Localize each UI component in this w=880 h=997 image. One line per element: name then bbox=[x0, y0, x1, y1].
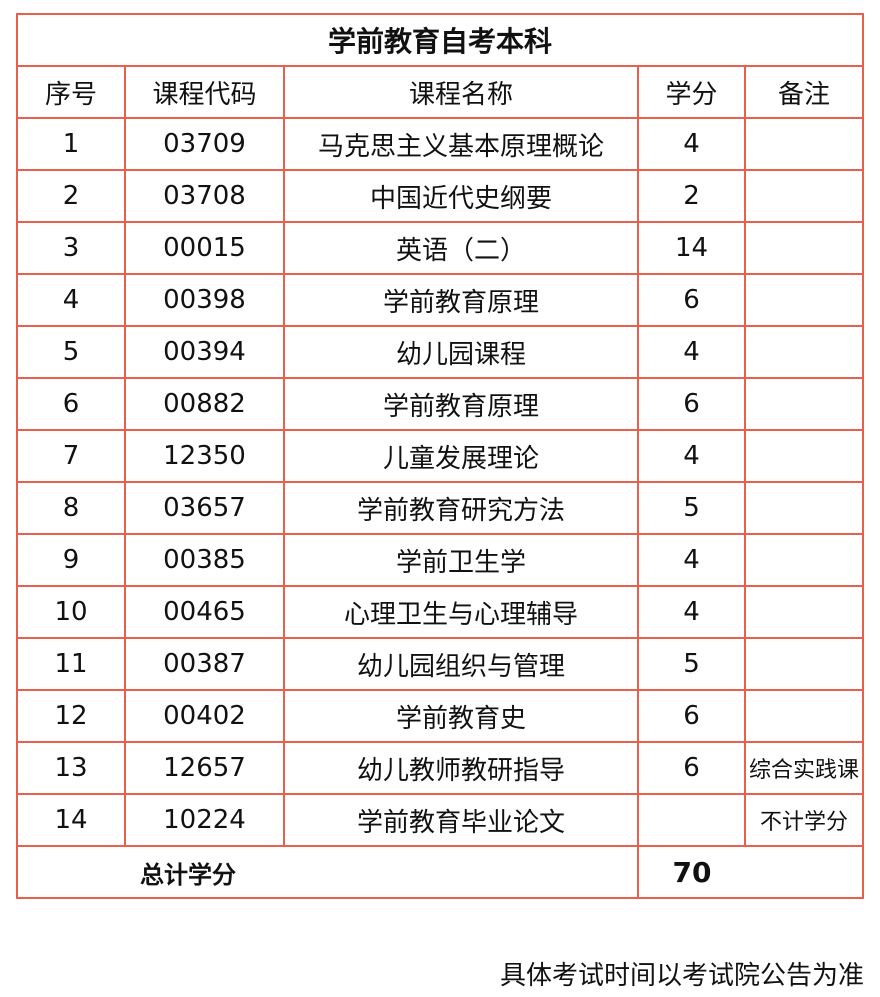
table-row: 9 00385 学前卫生学 4 bbox=[16, 533, 864, 587]
credits: 2 bbox=[637, 169, 746, 223]
table-row: 4 00398 学前教育原理 6 bbox=[16, 273, 864, 327]
row-number: 6 bbox=[16, 377, 126, 431]
course-name: 学前教育史 bbox=[283, 689, 639, 743]
course-name: 幼儿园课程 bbox=[283, 325, 639, 379]
remark bbox=[744, 429, 864, 483]
course-code: 03709 bbox=[124, 117, 285, 171]
course-name: 学前教育研究方法 bbox=[283, 481, 639, 535]
remark bbox=[744, 377, 864, 431]
column-header: 学分 bbox=[637, 65, 746, 119]
course-code: 00882 bbox=[124, 377, 285, 431]
remark bbox=[744, 689, 864, 743]
row-number: 14 bbox=[16, 793, 126, 847]
credits: 5 bbox=[637, 481, 746, 535]
row-number: 3 bbox=[16, 221, 126, 275]
row-number: 4 bbox=[16, 273, 126, 327]
course-code: 03657 bbox=[124, 481, 285, 535]
column-header: 备注 bbox=[744, 65, 864, 119]
course-code: 12657 bbox=[124, 741, 285, 795]
course-table: 学前教育自考本科 序号 课程代码 课程名称 学分 备注 1 03709 马克思主义基本原理概… bbox=[16, 13, 864, 899]
credits: 4 bbox=[637, 325, 746, 379]
header-row: 序号 课程代码 课程名称 学分 备注 bbox=[16, 65, 864, 119]
column-header: 课程代码 bbox=[124, 65, 285, 119]
row-number: 7 bbox=[16, 429, 126, 483]
course-name: 儿童发展理论 bbox=[283, 429, 639, 483]
table-row: 7 12350 儿童发展理论 4 bbox=[16, 429, 864, 483]
credits bbox=[637, 793, 746, 847]
row-number: 8 bbox=[16, 481, 126, 535]
credits: 4 bbox=[637, 585, 746, 639]
course-name: 心理卫生与心理辅导 bbox=[283, 585, 639, 639]
course-name: 中国近代史纲要 bbox=[283, 169, 639, 223]
remark bbox=[744, 273, 864, 327]
row-number: 13 bbox=[16, 741, 126, 795]
table-row: 5 00394 幼儿园课程 4 bbox=[16, 325, 864, 379]
column-header: 序号 bbox=[16, 65, 126, 119]
row-number: 2 bbox=[16, 169, 126, 223]
course-code: 00394 bbox=[124, 325, 285, 379]
credits: 14 bbox=[637, 221, 746, 275]
remark bbox=[744, 117, 864, 171]
column-header: 课程名称 bbox=[283, 65, 639, 119]
table-title: 学前教育自考本科 bbox=[16, 13, 864, 67]
course-name: 幼儿园组织与管理 bbox=[283, 637, 639, 691]
total-row: 总计学分 70 bbox=[16, 845, 864, 899]
table-row: 13 12657 幼儿教师教研指导 6 综合实践课 bbox=[16, 741, 864, 795]
remark bbox=[744, 637, 864, 691]
course-name: 幼儿教师教研指导 bbox=[283, 741, 639, 795]
row-number: 9 bbox=[16, 533, 126, 587]
row-number: 11 bbox=[16, 637, 126, 691]
course-code: 00015 bbox=[124, 221, 285, 275]
table-row: 6 00882 学前教育原理 6 bbox=[16, 377, 864, 431]
course-name: 学前教育原理 bbox=[283, 377, 639, 431]
credits: 4 bbox=[637, 429, 746, 483]
table-row: 1 03709 马克思主义基本原理概论 4 bbox=[16, 117, 864, 171]
course-code: 00465 bbox=[124, 585, 285, 639]
credits: 6 bbox=[637, 741, 746, 795]
course-name: 马克思主义基本原理概论 bbox=[283, 117, 639, 171]
course-code: 00398 bbox=[124, 273, 285, 327]
table-row: 12 00402 学前教育史 6 bbox=[16, 689, 864, 743]
course-code: 03708 bbox=[124, 169, 285, 223]
remark bbox=[744, 325, 864, 379]
table-row: 2 03708 中国近代史纲要 2 bbox=[16, 169, 864, 223]
table-row: 11 00387 幼儿园组织与管理 5 bbox=[16, 637, 864, 691]
remark bbox=[744, 585, 864, 639]
row-number: 1 bbox=[16, 117, 126, 171]
credits: 4 bbox=[637, 117, 746, 171]
remark: 不计学分 bbox=[744, 793, 864, 847]
footer-note: 具体考试时间以考试院公告为准 bbox=[499, 961, 864, 991]
course-code: 12350 bbox=[124, 429, 285, 483]
table-row: 3 00015 英语（二） 14 bbox=[16, 221, 864, 275]
table-row: 8 03657 学前教育研究方法 5 bbox=[16, 481, 864, 535]
remark bbox=[744, 221, 864, 275]
total-value: 70 bbox=[637, 845, 745, 899]
credits: 5 bbox=[637, 637, 746, 691]
course-name: 英语（二） bbox=[283, 221, 639, 275]
table-row: 14 10224 学前教育毕业论文 不计学分 bbox=[16, 793, 864, 847]
course-code: 00387 bbox=[124, 637, 285, 691]
credits: 6 bbox=[637, 689, 746, 743]
row-number: 5 bbox=[16, 325, 126, 379]
course-name: 学前教育原理 bbox=[283, 273, 639, 327]
course-code: 10224 bbox=[124, 793, 285, 847]
course-name: 学前卫生学 bbox=[283, 533, 639, 587]
credits: 6 bbox=[637, 273, 746, 327]
credits: 6 bbox=[637, 377, 746, 431]
table-row: 10 00465 心理卫生与心理辅导 4 bbox=[16, 585, 864, 639]
row-number: 10 bbox=[16, 585, 126, 639]
remark bbox=[744, 533, 864, 587]
credits: 4 bbox=[637, 533, 746, 587]
course-name: 学前教育毕业论文 bbox=[283, 793, 639, 847]
course-code: 00385 bbox=[124, 533, 285, 587]
remark bbox=[744, 481, 864, 535]
row-number: 12 bbox=[16, 689, 126, 743]
total-label: 总计学分 bbox=[16, 845, 639, 899]
remark: 综合实践课 bbox=[744, 741, 864, 795]
remark bbox=[744, 169, 864, 223]
course-code: 00402 bbox=[124, 689, 285, 743]
